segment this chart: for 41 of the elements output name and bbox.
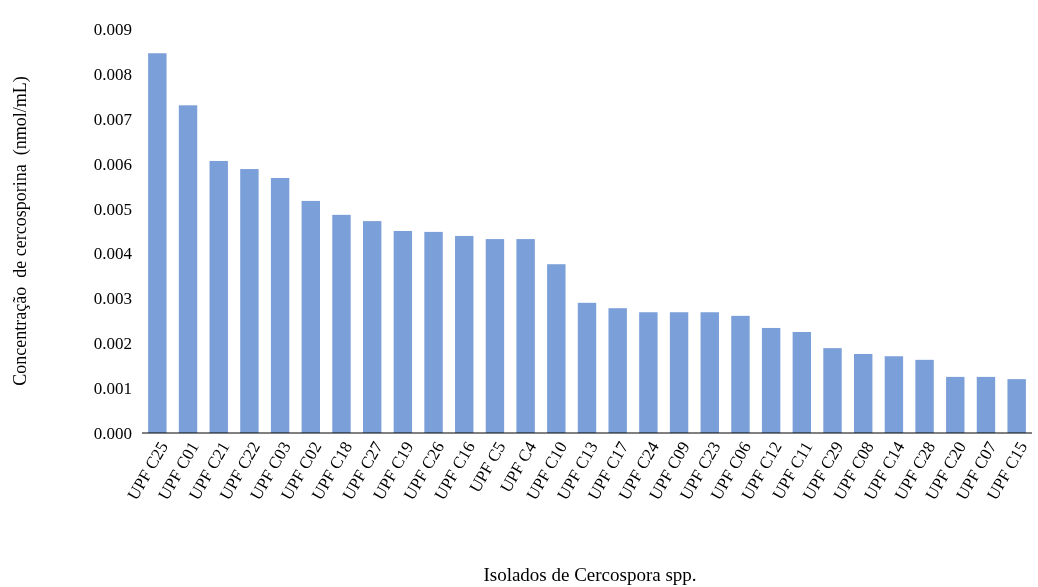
bar	[976, 376, 996, 433]
y-tick-label: 0.005	[93, 199, 132, 219]
bar	[301, 200, 320, 433]
bar	[761, 327, 781, 433]
bar	[393, 231, 413, 433]
bar	[455, 235, 474, 433]
bar	[669, 312, 689, 433]
bar	[209, 160, 228, 433]
bar	[608, 308, 627, 433]
y-tick-label: 0.001	[93, 379, 132, 399]
bar	[700, 312, 719, 433]
x-axis-title: Isolados de Cercospora spp.	[483, 564, 697, 585]
bar	[240, 169, 259, 433]
bar	[148, 53, 167, 433]
bar	[485, 239, 505, 433]
y-tick-label: 0.000	[93, 423, 132, 443]
y-tick-label: 0.007	[93, 109, 133, 129]
bar	[547, 264, 566, 433]
y-tick-label: 0.003	[93, 289, 132, 309]
bar	[516, 239, 535, 433]
y-tick-label: 0.004	[93, 244, 133, 264]
y-tick-label: 0.009	[93, 19, 132, 39]
bar	[332, 214, 351, 433]
bar	[792, 332, 812, 433]
bar	[731, 315, 750, 433]
bar	[178, 105, 198, 433]
y-tick-label: 0.008	[93, 64, 132, 84]
bar	[915, 359, 934, 433]
y-tick-label: 0.002	[93, 334, 132, 354]
bar	[1007, 379, 1026, 433]
bar	[577, 302, 597, 433]
bar	[884, 356, 904, 433]
bar	[424, 231, 443, 433]
y-tick-label: 0.006	[93, 154, 132, 174]
bar	[639, 312, 658, 433]
bar	[823, 348, 842, 433]
bar	[854, 354, 873, 433]
bar	[946, 376, 965, 433]
y-axis-title: Concentração de cercosporina (nmol/mL)	[10, 76, 31, 386]
bar	[270, 178, 290, 433]
bar	[362, 221, 382, 433]
